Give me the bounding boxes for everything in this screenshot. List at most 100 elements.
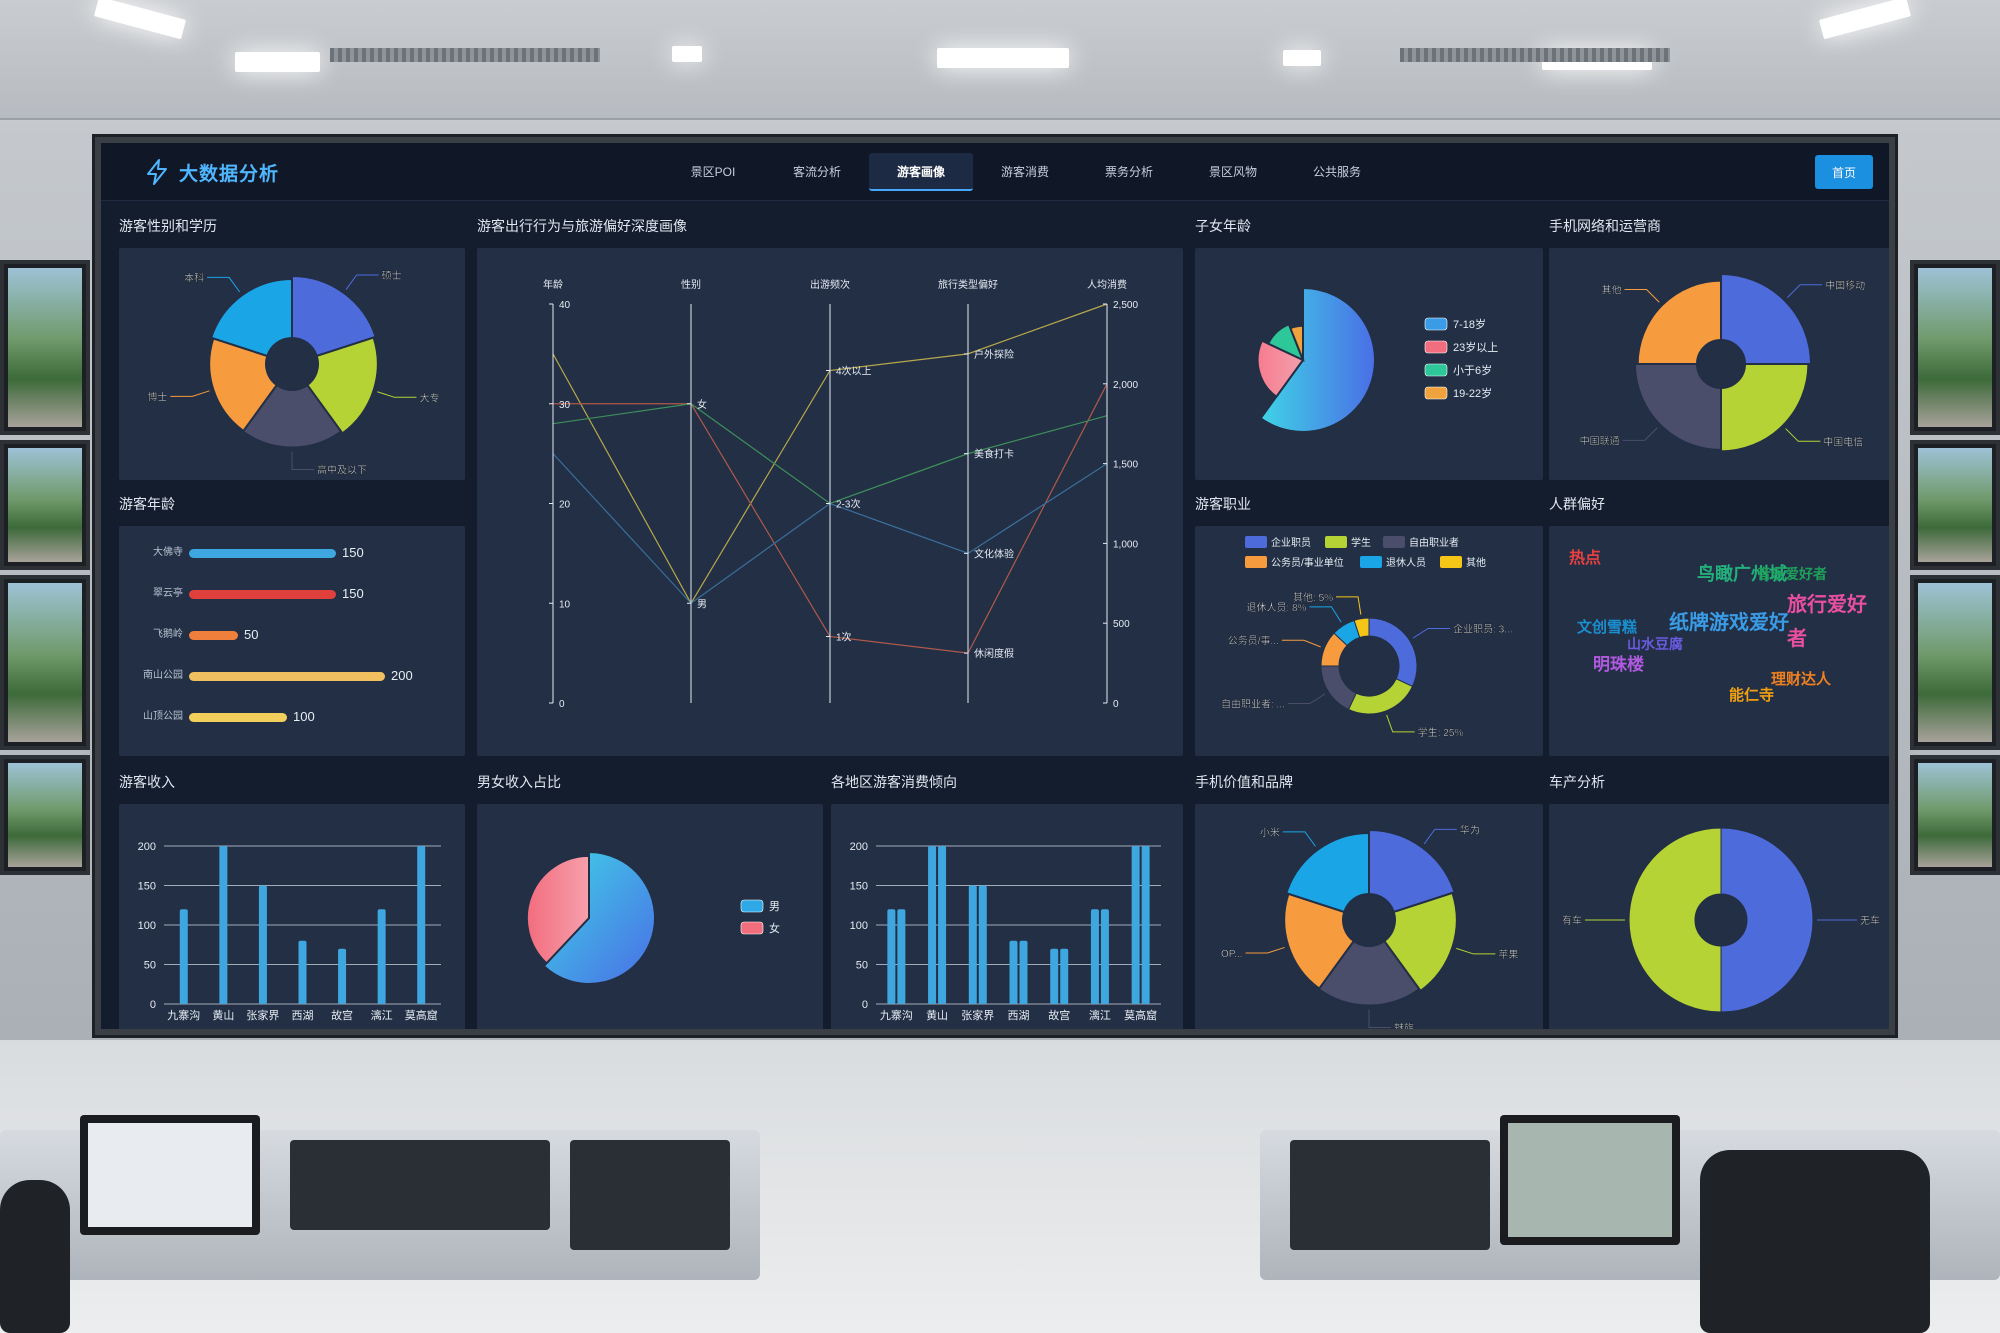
pie-label: 自由职业者: ... — [1221, 698, 1285, 711]
legend-swatch[interactable] — [1325, 536, 1347, 548]
bar[interactable] — [897, 909, 906, 1004]
pie-slice[interactable] — [1283, 892, 1356, 990]
age-panel: 大佛寺 150 翠云亭 150 飞鹅岭 50 南山公园 200 山顶公园 100 — [119, 526, 465, 756]
pie-slice[interactable] — [208, 337, 279, 433]
bar[interactable] — [1060, 948, 1069, 1004]
pie-leader-line — [1281, 639, 1321, 648]
pie-slice[interactable] — [1266, 322, 1305, 362]
pie-slice[interactable] — [1720, 363, 1810, 453]
bar[interactable] — [968, 885, 977, 1005]
legend-swatch[interactable] — [1245, 556, 1267, 568]
legend-label: 公务员/事业单位 — [1271, 556, 1344, 569]
bar[interactable] — [1009, 940, 1018, 1004]
bar[interactable] — [1131, 846, 1140, 1004]
pie-slice[interactable] — [1368, 828, 1456, 914]
legend-swatch[interactable] — [1440, 556, 1462, 568]
legend-swatch[interactable] — [1424, 317, 1448, 331]
word-cloud-word[interactable]: 山水豆腐 — [1627, 636, 1683, 652]
bar[interactable] — [1019, 940, 1028, 1004]
age-bar[interactable] — [189, 713, 287, 722]
bar[interactable] — [258, 885, 267, 1005]
tab-visitor-spending[interactable]: 游客消费 — [1000, 165, 1049, 179]
age-bar-row[interactable]: 大佛寺 150 — [119, 543, 465, 563]
bar[interactable] — [219, 846, 228, 1004]
age-bar-row[interactable]: 南山公园 200 — [119, 666, 465, 686]
pie-slice[interactable] — [209, 277, 293, 358]
tab-visitor-flow[interactable]: 客流分析 — [792, 165, 841, 179]
tab-ticketing[interactable]: 票务分析 — [1104, 165, 1153, 179]
bar[interactable] — [377, 909, 386, 1004]
bar[interactable] — [887, 909, 896, 1004]
bar[interactable] — [417, 846, 426, 1004]
home-button[interactable]: 首页 — [1815, 155, 1873, 189]
legend-swatch[interactable] — [1424, 340, 1448, 354]
pie-slice[interactable] — [1259, 286, 1376, 433]
pie-slice[interactable] — [241, 383, 343, 449]
pie-label: OP... — [1221, 949, 1243, 960]
pie-slice[interactable] — [1720, 272, 1813, 365]
word-cloud-word[interactable]: 能仁寺 — [1729, 687, 1775, 704]
pie-slice[interactable] — [1347, 678, 1414, 715]
bar[interactable] — [938, 846, 947, 1004]
age-bar[interactable] — [189, 672, 385, 681]
legend-swatch[interactable] — [740, 921, 764, 935]
word-cloud-word[interactable]: 纸牌游戏爱好 — [1669, 612, 1789, 634]
age-bar-row[interactable]: 翠云亭 150 — [119, 584, 465, 604]
parallel-panel: 年龄 40 30 20 10 0 性别女男 出游频次 4次以上 2-3次 1次 旅行类型偏好 户外探险美… — [477, 248, 1183, 756]
tab-visitor-profile[interactable]: 游客画像 — [869, 153, 973, 191]
pie-slice[interactable] — [305, 336, 379, 435]
axis-tick-label: 2,000 — [1113, 380, 1138, 391]
age-bar[interactable] — [189, 549, 336, 558]
legend-swatch[interactable] — [1360, 556, 1382, 568]
tab-scenic-products[interactable]: 景区风物 — [1208, 165, 1257, 179]
bar[interactable] — [298, 940, 307, 1004]
age-bar-row[interactable]: 山顶公园 100 — [119, 707, 465, 727]
word-cloud-word[interactable]: 明珠楼 — [1593, 655, 1644, 674]
pie-slice[interactable] — [1289, 324, 1304, 361]
pie-slice[interactable] — [1317, 939, 1421, 1007]
pie-slice[interactable] — [1633, 363, 1722, 452]
bar[interactable] — [978, 885, 987, 1005]
pie-slice[interactable] — [525, 854, 590, 965]
legend-swatch[interactable] — [1424, 363, 1448, 377]
pie-slice[interactable] — [1353, 617, 1370, 639]
pie-slice[interactable] — [1368, 617, 1418, 688]
pie-slice[interactable] — [1628, 827, 1722, 1013]
bar[interactable] — [179, 909, 188, 1004]
pie-slice[interactable] — [1382, 891, 1458, 993]
pie-slice[interactable] — [1720, 827, 1814, 1013]
pie-leader-line — [1787, 284, 1823, 298]
x-tick-label: 漓江 — [1089, 1008, 1111, 1022]
pie-slice[interactable] — [542, 850, 656, 985]
word-cloud-word[interactable]: 理财达人 — [1771, 671, 1832, 688]
pie-label: 中国电信 — [1823, 435, 1863, 448]
legend-swatch[interactable] — [740, 899, 764, 913]
bar[interactable] — [1141, 846, 1150, 1004]
word-cloud-word[interactable]: 者 — [1787, 628, 1807, 650]
bar[interactable] — [338, 948, 347, 1004]
legend-swatch[interactable] — [1383, 536, 1405, 548]
word-cloud-word[interactable]: 热点 — [1569, 550, 1602, 567]
pie-slice[interactable] — [1636, 279, 1722, 365]
bar[interactable] — [1090, 909, 1099, 1004]
word-cloud-word[interactable]: 文创雪糕 — [1577, 619, 1638, 636]
age-bar-row[interactable]: 飞鹅岭 50 — [119, 625, 465, 645]
word-cloud-word[interactable]: 旅行爱好 — [1787, 594, 1867, 616]
tab-public-service[interactable]: 公共服务 — [1312, 165, 1361, 179]
bar[interactable] — [1050, 948, 1059, 1004]
word-cloud-word[interactable]: 音乐爱好者 — [1757, 566, 1827, 582]
pie-slice[interactable] — [1284, 831, 1370, 914]
side-monitor — [1910, 575, 2000, 750]
age-bar[interactable] — [189, 631, 238, 640]
age-bar[interactable] — [189, 590, 336, 599]
bar[interactable] — [928, 846, 937, 1004]
tab-poi[interactable]: 景区POI — [690, 165, 736, 179]
bar[interactable] — [1100, 909, 1109, 1004]
pie-slice[interactable] — [1320, 665, 1357, 711]
word-cloud-word[interactable]: 鸟瞰广州城 — [1697, 564, 1787, 584]
legend-swatch[interactable] — [1424, 386, 1448, 400]
age-bar-value: 150 — [342, 586, 364, 601]
pie-slice[interactable] — [291, 274, 377, 358]
legend-swatch[interactable] — [1245, 536, 1267, 548]
